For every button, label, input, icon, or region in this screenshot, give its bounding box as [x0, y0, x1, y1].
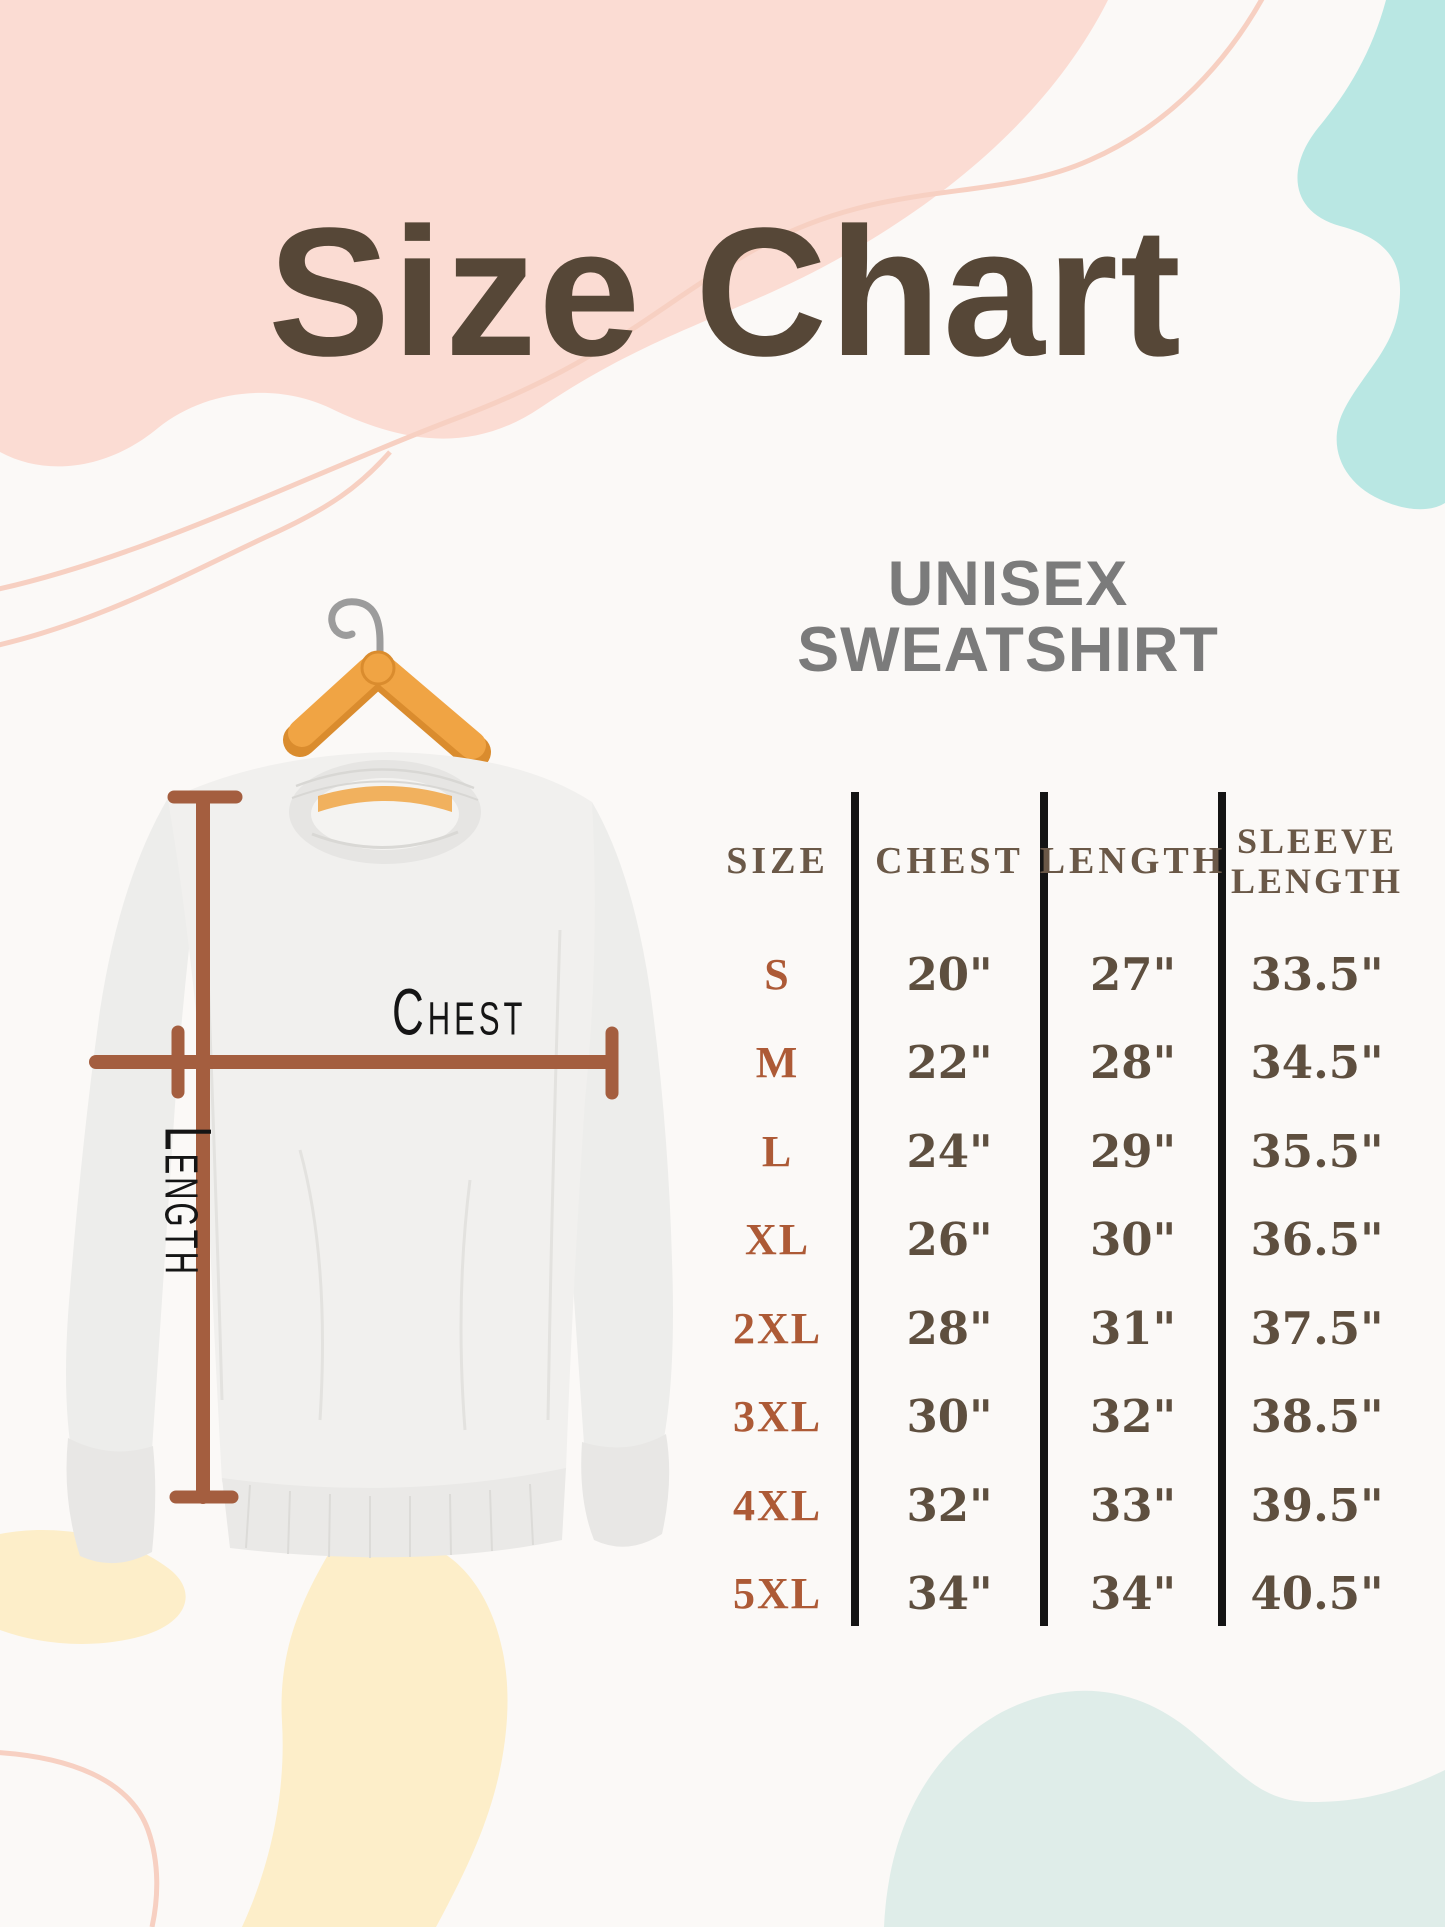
header-chest: CHEST: [875, 840, 1024, 882]
measurement-cell: 37.5": [1250, 1301, 1384, 1355]
measurement-cell: 32": [906, 1478, 993, 1532]
measurement-cell: 33": [1089, 1478, 1177, 1532]
product-heading-line2: SWEATSHIRT: [797, 615, 1219, 685]
measurement-cell: 32": [1089, 1390, 1177, 1444]
chest-label: Chest: [392, 976, 527, 1050]
cream-blob-shape: [242, 1536, 508, 1927]
pink-squiggle-line-short: [0, 450, 392, 648]
measurement-cell: 26": [906, 1213, 993, 1267]
measurement-cell: 34": [1089, 1567, 1177, 1621]
measurement-cell: 29": [1089, 1124, 1177, 1178]
size-cell: 2XL: [732, 1303, 823, 1353]
measurement-cell: 22": [906, 1036, 993, 1090]
header-length: LENGTH: [1039, 840, 1227, 882]
header-sleeve-length: SLEEVE LENGTH: [1230, 820, 1404, 901]
size-cell: L: [761, 1126, 794, 1176]
header-size: SIZE: [726, 840, 829, 882]
sweatshirt-left-sleeve: [66, 798, 200, 1455]
table-divider-1: [851, 792, 859, 1626]
hanger-icon: [283, 598, 491, 769]
pink-corner-line: [0, 1750, 160, 1927]
size-table: SIZE CHEST LENGTH SLEEVE LENGTH S 20" 27" 3…: [700, 792, 1412, 1638]
sweatshirt-hem-band: [222, 1468, 566, 1558]
size-cell: M: [755, 1038, 800, 1088]
page-title: Size Chart: [268, 189, 1183, 394]
measurement-cell: 28": [1089, 1036, 1177, 1090]
measurement-cell: 40.5": [1250, 1567, 1384, 1621]
measurement-cell: 39.5": [1250, 1478, 1384, 1532]
measurement-cell: 31": [1089, 1301, 1177, 1355]
product-heading: UNISEX SWEATSHIRT: [700, 551, 1316, 683]
table-divider-3: [1218, 792, 1226, 1626]
pink-blob-shape: [0, 0, 1108, 467]
measurement-cell: 20": [906, 947, 993, 1001]
measurement-cell: 35.5": [1250, 1124, 1384, 1178]
measurement-cell: 34.5": [1250, 1036, 1384, 1090]
measurement-lines: [89, 790, 619, 1504]
measurement-cell: 33.5": [1250, 947, 1384, 1001]
measurement-cell: 38.5": [1250, 1390, 1384, 1444]
size-cell: S: [764, 949, 791, 999]
measurement-cell: 30": [1089, 1213, 1177, 1267]
product-heading-line1: UNISEX: [887, 549, 1129, 619]
sweatshirt-body: [168, 752, 595, 1499]
measurement-cell: 34": [906, 1567, 993, 1621]
sweatshirt-graphic: [66, 752, 673, 1564]
sweatshirt-right-cuff: [581, 1434, 670, 1547]
cream-blob-small-shape: [0, 1529, 186, 1644]
size-cell: 3XL: [732, 1392, 823, 1442]
size-cell: 5XL: [732, 1569, 823, 1619]
measurement-cell: 28": [906, 1301, 993, 1355]
mint-wave-shape: [884, 1690, 1445, 1927]
size-cell: 4XL: [732, 1480, 823, 1530]
measurement-cell: 30": [906, 1390, 993, 1444]
size-cell: XL: [744, 1215, 811, 1265]
measurement-cell: 24": [906, 1124, 993, 1178]
measurement-cell: 36.5": [1250, 1213, 1384, 1267]
sweatshirt-left-cuff: [66, 1438, 156, 1564]
pink-squiggle-line-long: [0, 0, 1265, 592]
cyan-blob-shape: [1297, 0, 1445, 510]
measurement-cell: 27": [1089, 947, 1177, 1001]
table-divider-2: [1040, 792, 1048, 1626]
hanger-hook-icon: [328, 598, 384, 668]
